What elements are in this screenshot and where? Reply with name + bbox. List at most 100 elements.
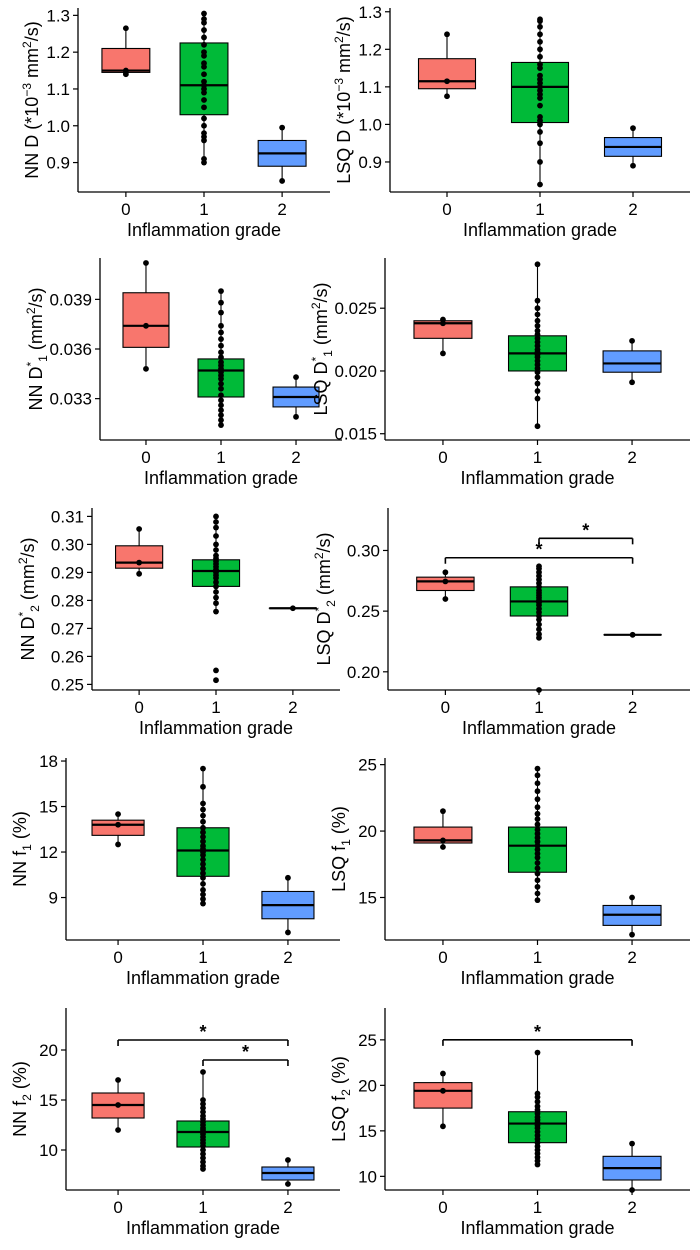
y-tick-label: 0.033 [49,390,92,409]
y-axis-title-part: 2 [24,307,38,314]
y-axis-title-part: LSQ D (*10 [334,92,354,184]
data-point [201,41,207,48]
data-point [537,159,543,165]
y-tick-label: 15 [39,798,58,817]
y-axis-title: NN f1 (%) [10,811,34,887]
data-point [213,541,219,548]
y-tick-label: 10 [39,1141,58,1160]
data-point [537,113,543,120]
x-tick-label: 0 [121,200,130,219]
data-point [200,870,206,877]
y-tick-label: 0.039 [49,290,92,309]
data-point [534,395,541,402]
data-point [213,533,219,539]
data-point [293,413,299,420]
x-tick-label: 2 [628,200,637,219]
data-point [213,608,219,615]
data-point [534,327,541,334]
y-axis-title-part: (%) [329,1056,349,1089]
data-point [201,104,207,111]
data-point [534,388,541,394]
data-point [534,842,541,849]
x-tick-label: 0 [442,200,451,219]
x-tick-label: 2 [627,1198,636,1217]
data-point [440,1087,446,1094]
y-axis-title-part: (mm [311,309,331,350]
data-point [534,1103,541,1110]
x-tick-label: 1 [534,698,543,717]
x-tick-label: 2 [627,948,636,967]
data-point [285,929,291,936]
box-group-0 [417,58,477,90]
x-tick-label: 1 [198,1198,207,1217]
data-point [201,34,207,41]
data-point [200,765,206,772]
y-axis-title-part: −3 [20,83,34,97]
y-axis-title: NN D (*10−3 mm2/s) [20,21,42,178]
x-tick-label: 1 [535,200,544,219]
data-point [534,821,541,828]
data-point [534,311,541,318]
data-point [537,38,543,45]
y-axis-title-part: 1 [36,355,50,362]
data-point [115,811,121,818]
data-point [200,861,206,868]
data-point [534,374,541,381]
data-point [200,1097,206,1103]
data-point [218,422,224,429]
y-axis-title-part: 2 [16,557,30,564]
data-point [200,891,206,898]
data-point [218,380,224,387]
x-axis-title: Inflammation grade [126,968,280,988]
y-tick-label: 1.1 [46,80,70,99]
y-axis-title-part: /s) [334,16,354,36]
x-tick-label: 1 [533,448,542,467]
data-point [537,23,543,30]
data-point [201,27,207,33]
x-tick-label: 2 [628,698,637,717]
data-point [537,129,543,135]
data-point [200,865,206,872]
box-group-0 [413,1082,473,1109]
data-point [200,800,206,807]
data-point [201,60,207,67]
data-point [534,796,541,803]
data-point [537,31,543,38]
y-tick-label: 0.20 [347,663,380,682]
data-point [534,804,541,811]
y-axis-title-part: /s) [314,532,334,552]
y-axis-title-part: 1 [321,350,335,357]
data-point [534,838,541,845]
data-point [534,1049,541,1056]
data-point [440,808,446,815]
data-point [537,53,543,60]
data-point [534,897,541,904]
y-axis-title-part: * [16,612,30,617]
x-axis-title: Inflammation grade [139,718,293,738]
data-point [289,605,296,612]
y-axis-title-part: * [312,607,326,612]
data-point [442,569,449,576]
data-point [200,887,206,893]
data-point [534,1098,541,1105]
x-tick-label: 0 [113,1198,122,1217]
data-point [143,322,149,329]
y-tick-label: 0.9 [46,154,70,173]
y-axis-title-part: NN f [10,1100,30,1137]
data-point [444,31,450,38]
y-axis-title: LSQ D*2 (mm2/s) [312,532,338,665]
x-tick-label: 2 [291,448,300,467]
y-axis-title: LSQ f2 (%) [329,1056,353,1142]
data-point [213,600,219,607]
data-point [218,322,224,329]
data-point [534,860,541,866]
y-axis-title: NN D*2 (mm2/s) [16,537,42,660]
y-axis-title-part: /s) [18,537,38,557]
y-tick-label: 0.26 [51,647,84,666]
y-tick-label: 0.025 [334,299,377,318]
y-tick-label: 0.28 [51,591,84,610]
data-point [534,810,541,817]
panel-nn-d2: 0.250.260.270.280.290.300.310 1 2Inflammat… [16,507,340,738]
data-point [200,783,206,790]
